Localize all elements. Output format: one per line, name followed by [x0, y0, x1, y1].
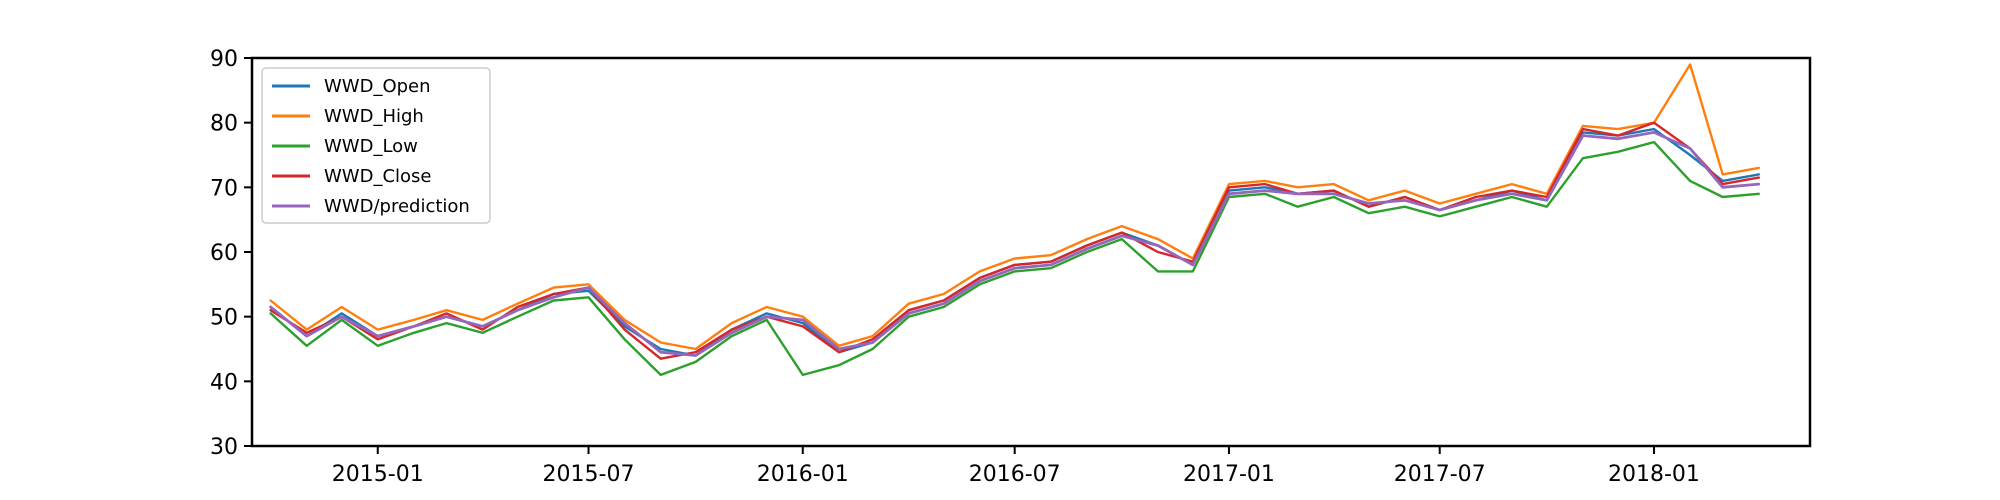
legend-label: WWD_Close	[324, 166, 432, 187]
y-tick-label: 80	[210, 112, 238, 137]
legend-label: WWD_Open	[324, 76, 431, 97]
series-line-wwd-low	[269, 140, 1761, 377]
x-tick-label: 2016-01	[757, 462, 849, 487]
series-line-wwd-close	[269, 121, 1761, 360]
series-line-wwd-high	[269, 63, 1761, 351]
y-tick-label: 50	[210, 306, 238, 331]
y-tick-label: 40	[210, 370, 238, 395]
y-tick-label: 70	[210, 176, 238, 201]
y-tick-label: 90	[210, 47, 238, 72]
x-tick-label: 2018-01	[1608, 462, 1700, 487]
x-tick-label: 2017-07	[1394, 462, 1486, 487]
x-tick-label: 2016-07	[969, 462, 1061, 487]
legend-label: WWD/prediction	[324, 196, 470, 217]
legend: WWD_Open WWD_High WWD_Low WWD_Close WWD/pred…	[261, 67, 491, 224]
x-axis: 2015-01 2015-07 2016-01 2016-07 2017-01 2017-…	[332, 446, 1700, 487]
series-line-wwd-prediction	[269, 130, 1761, 357]
legend-box	[261, 67, 491, 224]
legend-label: WWD_High	[324, 106, 424, 127]
y-tick-label: 30	[210, 435, 238, 460]
legend-label: WWD_Low	[324, 136, 418, 157]
y-axis: 30 40 50 60 70 80 90	[210, 47, 252, 460]
x-tick-label: 2017-01	[1183, 462, 1275, 487]
x-tick-label: 2015-01	[332, 462, 424, 487]
y-tick-label: 60	[210, 241, 238, 266]
x-tick-label: 2015-07	[543, 462, 635, 487]
series-layer	[269, 63, 1761, 377]
